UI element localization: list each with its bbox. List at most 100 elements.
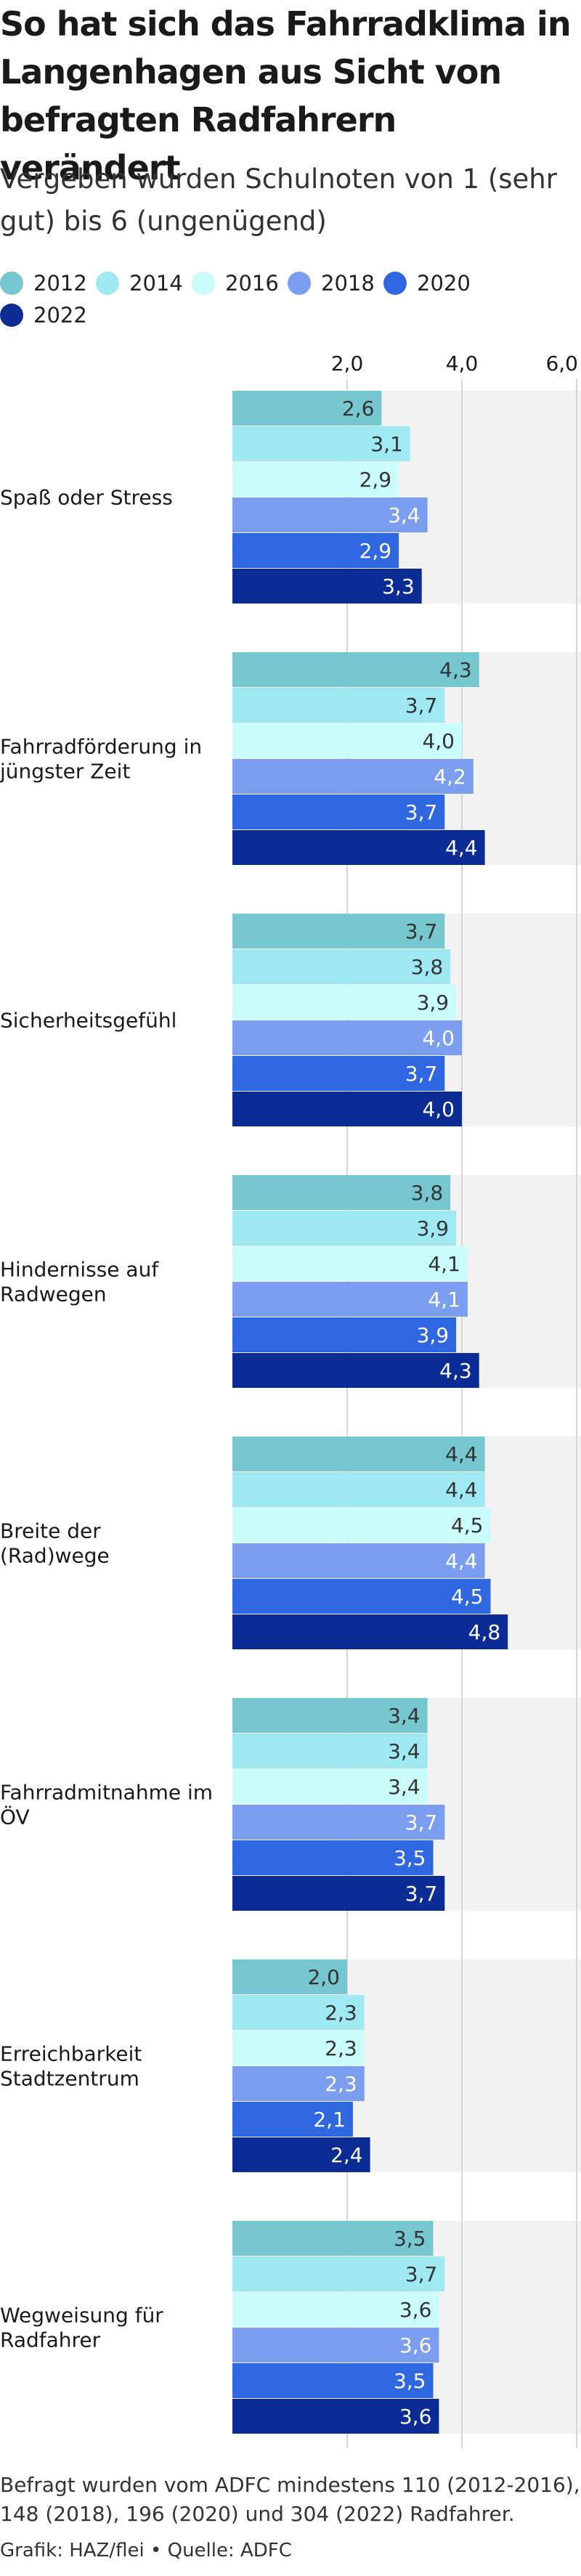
bar: [232, 1246, 468, 1281]
bar-value-label: 3,9: [417, 991, 450, 1015]
bar-value-label: 4,5: [451, 1513, 484, 1537]
footnote: Befragt wurden vom ADFC mindestens 110 (…: [0, 2473, 580, 2526]
legend-label-2020: 2020: [417, 271, 471, 296]
bar-value-label: 2,3: [325, 2072, 357, 2096]
legend-swatch-2016: [192, 272, 215, 295]
bar: [232, 688, 445, 723]
x-tick-label: 2,0: [331, 352, 364, 375]
legend-item-2016: 2016: [192, 269, 279, 298]
bar: [232, 2256, 445, 2291]
category-label: Erreichbarkeit Stadtzentrum: [0, 2042, 142, 2091]
category-label: Hindernisse auf Radwegen: [0, 1258, 159, 1307]
bar-value-label: 4,4: [445, 1478, 478, 1502]
bar-value-label: 4,3: [439, 658, 472, 682]
bar-value-label: 2,0: [307, 1965, 340, 1989]
category-label: Breite der (Rad)wege: [0, 1519, 110, 1568]
bar-value-label: 3,9: [417, 1216, 450, 1240]
bar: [232, 1614, 508, 1649]
category-band: [232, 1175, 581, 1388]
bar-value-label: 4,0: [422, 1026, 455, 1050]
bar: [232, 1840, 434, 1875]
bar-value-label: 4,0: [422, 1097, 455, 1121]
bar: [232, 1508, 491, 1543]
bar: [232, 759, 474, 794]
legend-item-2012: 2012: [0, 269, 87, 298]
bar: [232, 462, 399, 497]
bar-value-label: 4,3: [439, 1359, 472, 1383]
bar: [232, 1437, 485, 1471]
bar-value-label: 2,3: [325, 2036, 357, 2060]
bar: [232, 1056, 445, 1091]
category-label: Wegweisung für Radfahrer: [0, 2304, 163, 2352]
bar-value-label: 3,8: [411, 1181, 444, 1205]
legend-label-2016: 2016: [225, 271, 279, 296]
bar-value-label: 2,3: [325, 2001, 357, 2025]
bar-value-label: 3,7: [405, 694, 438, 718]
bar: [232, 1959, 347, 1994]
bar-value-label: 3,7: [405, 1811, 438, 1835]
bar: [232, 1317, 457, 1352]
chart-subtitle: Vergeben wurden Schulnoten von 1 (sehr g…: [0, 163, 557, 237]
legend-label-2018: 2018: [321, 271, 375, 296]
bar: [232, 1769, 428, 1804]
category-band: [232, 1698, 581, 1911]
bar: [232, 1020, 462, 1055]
bar: [232, 1353, 479, 1388]
category-band: [232, 1437, 581, 1649]
bar: [232, 533, 399, 568]
bar: [232, 1734, 428, 1768]
category-band: [232, 652, 581, 865]
bar: [232, 795, 445, 829]
legend-item-2018: 2018: [288, 269, 375, 298]
legend-label-2012: 2012: [33, 271, 87, 296]
category-label: Sicherheitsgefühl: [0, 1009, 176, 1033]
bar-value-label: 3,7: [405, 1882, 438, 1906]
bar-value-label: 4,5: [451, 1585, 484, 1609]
category-band: [232, 2221, 581, 2434]
bar-value-label: 4,2: [434, 765, 466, 789]
bar: [232, 914, 445, 948]
bar: [232, 1175, 451, 1210]
bar-value-label: 3,4: [388, 503, 420, 527]
bar-value-label: 3,7: [405, 800, 438, 824]
bar-value-label: 3,5: [394, 2369, 426, 2393]
bar: [232, 1698, 428, 1733]
bar-value-label: 3,7: [405, 919, 438, 943]
legend-swatch-2014: [96, 272, 119, 295]
bar-value-label: 3,4: [388, 1775, 420, 1799]
bar: [232, 1805, 445, 1840]
bar: [232, 652, 479, 687]
bar: [232, 830, 485, 865]
bar: [232, 2363, 434, 2398]
bar-value-label: 3,3: [382, 574, 415, 598]
bar: [232, 1543, 485, 1578]
legend-item-2022: 2022: [0, 301, 87, 330]
bar-value-label: 2,6: [342, 397, 375, 420]
credits: Grafik: HAZ/flei • Quelle: ADFC: [0, 2540, 292, 2561]
bar-value-label: 3,1: [370, 432, 403, 456]
bar-value-label: 4,1: [428, 1288, 460, 1312]
bar: [232, 1092, 462, 1126]
bar-value-label: 3,5: [394, 2227, 426, 2251]
bar: [232, 1211, 457, 1246]
bar-chart: 2,0 4,0 6,0 2,6 3,1 2,9 3,4 2,9 3,3 Spaß oder Str…: [0, 352, 581, 2448]
bar-value-label: 3,6: [399, 2298, 432, 2322]
bar-value-label: 4,8: [468, 1620, 501, 1644]
bar: [232, 1472, 485, 1507]
legend-label-2022: 2022: [33, 303, 87, 328]
legend-swatch-2020: [383, 272, 407, 295]
bar: [232, 497, 428, 532]
category-band: [232, 1959, 581, 2172]
bar: [232, 2137, 370, 2172]
bar: [232, 2102, 353, 2137]
legend-item-2014: 2014: [96, 269, 183, 298]
bar: [232, 391, 382, 426]
bar: [232, 426, 410, 461]
bar-value-label: 3,7: [405, 1062, 438, 1086]
x-tick-label: 4,0: [446, 352, 479, 375]
bar-value-label: 3,5: [394, 1846, 426, 1870]
bar-value-label: 2,9: [359, 539, 392, 563]
bar-value-label: 2,1: [313, 2108, 346, 2132]
bar: [232, 2066, 365, 2101]
bar: [232, 2292, 439, 2327]
